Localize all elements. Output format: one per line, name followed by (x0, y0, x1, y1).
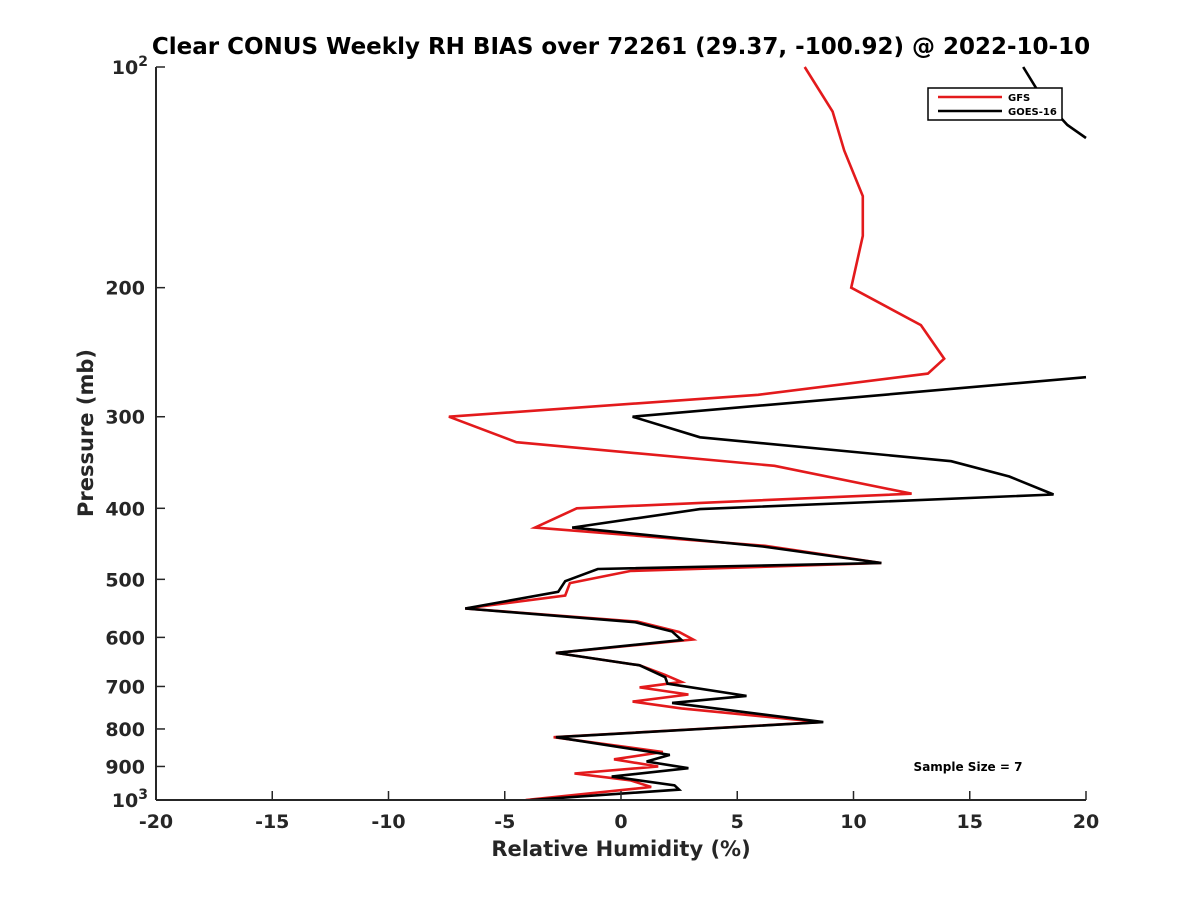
y-tick-label: 103 (112, 787, 148, 812)
x-tick-label: 10 (840, 811, 866, 833)
y-tick-label: 900 (105, 756, 145, 778)
y-tick-label: 800 (105, 719, 145, 741)
x-tick-label: -5 (494, 811, 515, 833)
x-tick-label: -15 (255, 811, 289, 833)
y-tick-label: 500 (105, 569, 145, 591)
legend-label-gfs: GFS (1008, 93, 1030, 104)
x-tick-label: 5 (731, 811, 744, 833)
y-ticks: 102 200 300 400 500 600 700 800 900 103 (105, 54, 165, 812)
sample-size-annotation: Sample Size = 7 (914, 760, 1023, 774)
x-tick-label: 20 (1073, 811, 1099, 833)
series-line-goes16 (464, 375, 1087, 800)
legend: GFS GOES-16 (927, 87, 1063, 121)
chart-title: Clear CONUS Weekly RH BIAS over 72261 (2… (152, 34, 1090, 60)
y-tick-label: 102 (112, 54, 148, 79)
y-tick-label: 400 (105, 498, 145, 520)
legend-box (927, 87, 1063, 121)
y-tick-label: 300 (105, 407, 145, 429)
x-tick-label: 0 (614, 811, 627, 833)
y-tick-label: 600 (105, 627, 145, 649)
y-axis-label: Pressure (mb) (74, 349, 98, 517)
x-axis-label: Relative Humidity (%) (491, 837, 750, 861)
y-tick-label: 200 (105, 278, 145, 300)
x-ticks: -20 -15 -10 -5 0 5 10 15 20 (139, 791, 1099, 833)
x-tick-label: 15 (957, 811, 983, 833)
x-tick-label: -10 (371, 811, 405, 833)
legend-label-goes16: GOES-16 (1008, 107, 1057, 118)
x-tick-label: -20 (139, 811, 173, 833)
y-tick-label: 700 (105, 676, 145, 698)
